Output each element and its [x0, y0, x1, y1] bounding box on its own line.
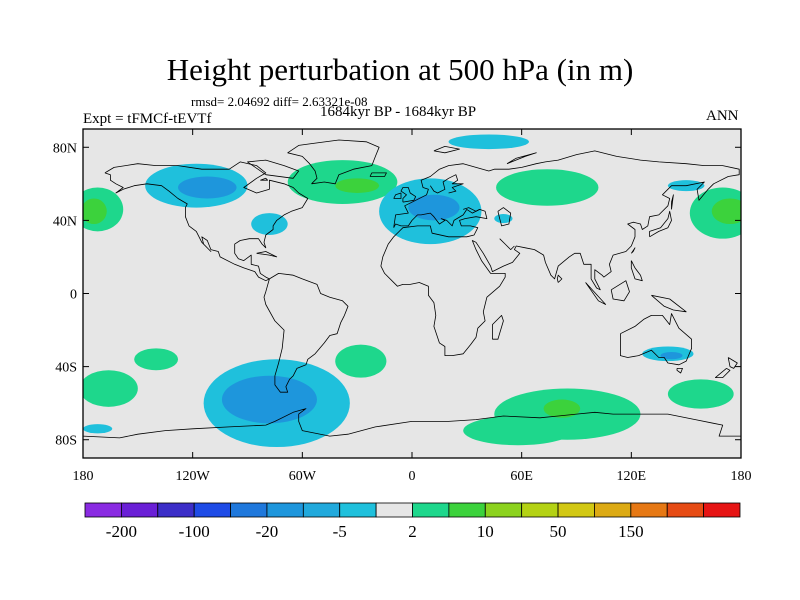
colorbar-label: -100 — [179, 522, 210, 541]
colorbar-box — [193, 502, 231, 518]
coastline-philippines — [630, 260, 643, 282]
colorbar-box — [666, 502, 705, 518]
coastline-taiwan — [630, 247, 636, 254]
colorbar: -200 -100 -20 -5 2 10 50 150 — [84, 502, 741, 541]
x-tick-label: 120E — [617, 469, 647, 484]
y-tick-label: 0 — [70, 288, 77, 303]
x-tick-label: 0 — [409, 469, 416, 484]
colorbar-box — [412, 502, 450, 518]
coastline-iceland — [369, 172, 387, 177]
y-tick-label: 40N — [53, 214, 77, 229]
season-label: ANN — [706, 108, 739, 124]
map-title: Height perturbation at 500 hPa (in m) — [166, 52, 634, 87]
anomaly-se-pacific-positive — [83, 370, 138, 407]
coastline-japan — [649, 210, 672, 238]
colorbar-box — [84, 502, 122, 518]
coastline-sri-lanka — [556, 274, 563, 283]
coastline-antarctica — [83, 408, 741, 439]
colorbar-label: 50 — [550, 522, 567, 541]
anomaly-greenland-positive-core — [335, 178, 380, 193]
colorbar-box — [230, 502, 268, 518]
coastline-borneo — [610, 280, 630, 302]
coastline-north-america — [104, 161, 309, 282]
coastline-new-zealand-south — [715, 368, 731, 378]
anomaly-s-indian-positive-core — [543, 399, 581, 418]
anomaly-s-atlantic-positive — [335, 344, 387, 378]
coastline-layer — [83, 139, 741, 439]
colorbar-box — [594, 502, 632, 518]
colorbar-box — [339, 502, 377, 518]
coastline-caspian-sea — [497, 207, 512, 227]
colorbar-box — [484, 502, 523, 518]
map-axes: 180 120W 60W 0 60E 120E 180 80N 40N 0 40S 80S — [53, 129, 752, 484]
coastline-arabia-persian-gulf — [499, 238, 515, 250]
coastline-australia — [620, 313, 692, 366]
coastline-hudson-bay-islands — [260, 177, 268, 181]
colorbar-box — [630, 502, 668, 518]
anomaly-siberia-positive — [496, 169, 599, 206]
coastline-black-sea-north — [463, 207, 480, 212]
coastline-south-america — [263, 273, 349, 393]
coastline-tasmania — [676, 368, 683, 374]
colorbar-box — [703, 502, 741, 518]
anomaly-tasman-positive — [667, 379, 734, 409]
statistics-label: rmsd= 2.04692 diff= 2.63321e-08 — [191, 94, 368, 109]
coastline-svalbard — [433, 146, 460, 154]
coastline-madagascar — [492, 315, 504, 340]
anomaly-europe-negative-core — [408, 194, 460, 221]
experiment-label: Expt = tFMCf-tEVTf — [83, 111, 212, 127]
colorbar-box — [557, 502, 595, 518]
colorbar-box — [302, 502, 341, 518]
coastline-scandinavia-baltic — [429, 174, 464, 194]
anomaly-n-america-negative-core — [178, 176, 237, 199]
anomaly-arctic-negative — [448, 134, 529, 150]
x-tick-label: 60W — [289, 469, 317, 484]
x-tick-label: 60E — [510, 469, 533, 484]
colorbar-box — [120, 502, 159, 518]
coastline-greenland — [287, 139, 380, 185]
coastline-sakhalin — [671, 194, 674, 210]
coastline-new-zealand-north — [727, 357, 738, 369]
anomaly-australia-negative-core — [660, 351, 683, 360]
y-tick-label: 40S — [55, 361, 77, 376]
coastline-new-guinea — [651, 294, 687, 313]
coastline-sumatra — [585, 282, 607, 305]
x-tick-label: 180 — [731, 469, 752, 484]
y-tick-label: 80N — [53, 141, 77, 156]
colorbar-label: -200 — [106, 522, 137, 541]
colorbar-label: -5 — [333, 522, 347, 541]
period-label: 1684kyr BP - 1684kyr BP — [320, 104, 477, 120]
coastline-baffin-island — [247, 159, 300, 179]
anomaly-n-pacific-positive-west-core — [83, 198, 107, 225]
colorbar-box — [157, 502, 195, 518]
coastline-novaya-zemlya — [506, 152, 537, 165]
anomaly-ross-sea-negative — [83, 424, 113, 434]
colorbar-label: -20 — [256, 522, 279, 541]
y-tick-label: 80S — [55, 434, 77, 449]
colorbar-box — [521, 502, 559, 518]
coastline-eurasia-africa — [380, 150, 740, 356]
coastline-great-britain — [400, 187, 417, 203]
colorbar-label: 10 — [477, 522, 494, 541]
anomaly-n-pacific-positive-east-core — [711, 198, 741, 225]
colorbar-box — [448, 502, 486, 518]
x-tick-label: 180 — [73, 469, 94, 484]
colorbar-label: 2 — [408, 522, 417, 541]
colorbar-box — [266, 502, 304, 518]
anomaly-s-pacific-positive — [134, 348, 179, 371]
anomaly-s-pacific-negative-core — [221, 375, 317, 424]
coastline-cuba — [256, 251, 278, 258]
x-tick-label: 120W — [176, 469, 211, 484]
anomaly-fill-layer — [83, 134, 741, 448]
colorbar-label: 150 — [618, 522, 644, 541]
coastline-ireland — [393, 192, 402, 199]
anomaly-antarctica-positive — [463, 415, 573, 446]
colorbar-box — [375, 502, 413, 518]
